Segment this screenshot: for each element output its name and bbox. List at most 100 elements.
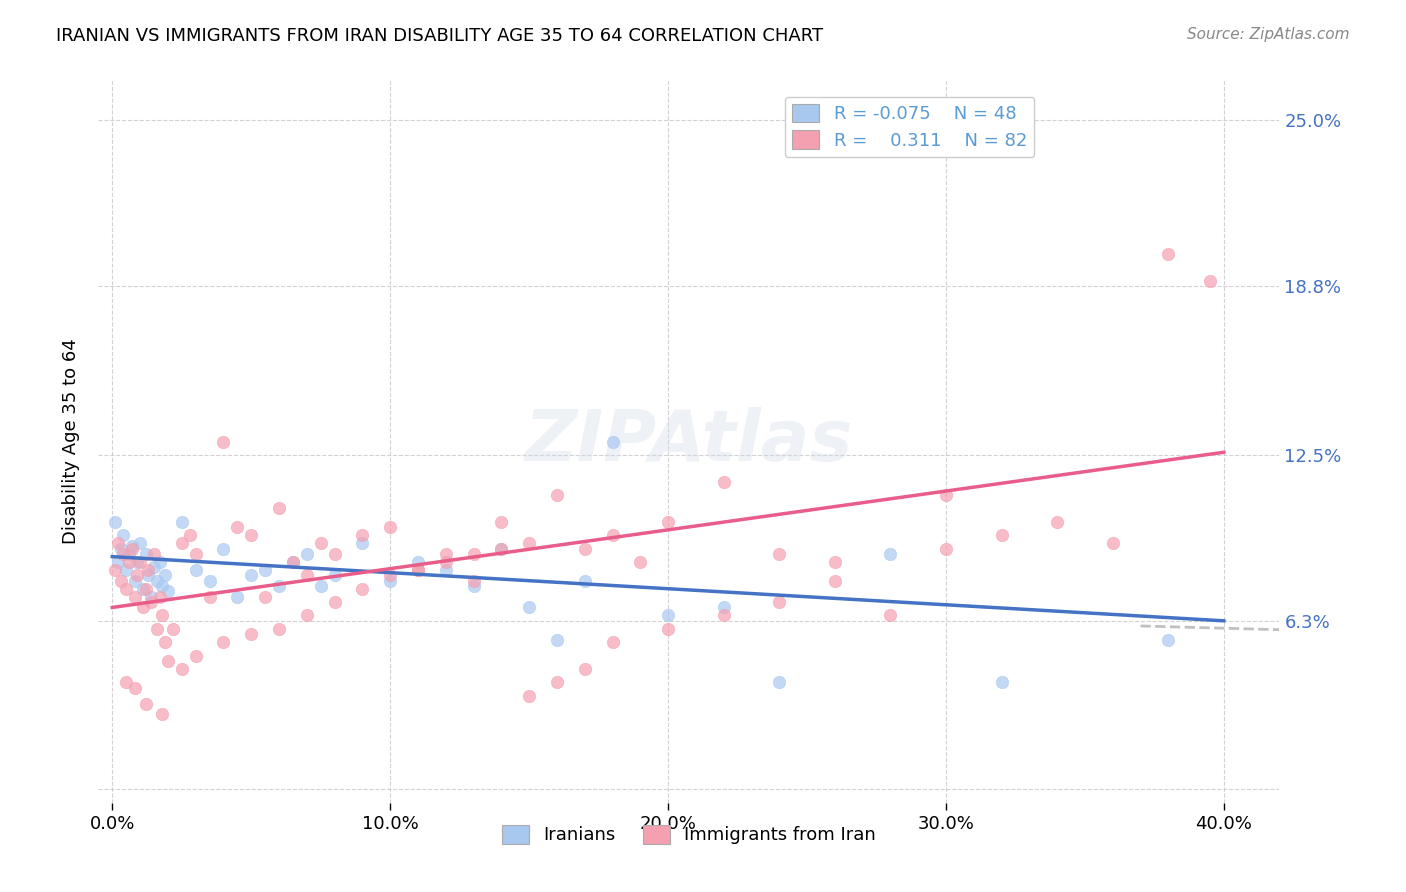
Point <box>138 563 160 577</box>
Point <box>184 648 207 663</box>
Point <box>1157 247 1180 261</box>
Point <box>129 536 152 550</box>
Point <box>240 568 263 582</box>
Point <box>135 582 157 596</box>
Point <box>491 541 513 556</box>
Point <box>824 555 846 569</box>
Point <box>150 579 173 593</box>
Point <box>935 488 957 502</box>
Point <box>517 689 540 703</box>
Point <box>546 488 568 502</box>
Point <box>657 608 679 623</box>
Point <box>104 563 127 577</box>
Point <box>143 547 166 561</box>
Point <box>267 622 290 636</box>
Point <box>463 574 485 588</box>
Point <box>602 635 624 649</box>
Point <box>115 675 138 690</box>
Point <box>112 528 135 542</box>
Point <box>352 536 374 550</box>
Point <box>323 547 346 561</box>
Text: Source: ZipAtlas.com: Source: ZipAtlas.com <box>1187 27 1350 42</box>
Point <box>212 434 235 449</box>
Point <box>184 563 207 577</box>
Point <box>156 654 179 668</box>
Point <box>143 560 166 574</box>
Point <box>138 568 160 582</box>
Point <box>309 579 332 593</box>
Point <box>226 590 249 604</box>
Point <box>879 608 901 623</box>
Point <box>434 547 457 561</box>
Point <box>323 595 346 609</box>
Point <box>141 595 163 609</box>
Point <box>267 501 290 516</box>
Point <box>127 568 149 582</box>
Point <box>184 547 207 561</box>
Point <box>574 541 596 556</box>
Point <box>463 579 485 593</box>
Point <box>1046 515 1069 529</box>
Point <box>380 574 402 588</box>
Point <box>162 622 184 636</box>
Point <box>115 563 138 577</box>
Point <box>121 541 143 556</box>
Point <box>295 568 318 582</box>
Point <box>150 608 173 623</box>
Point <box>132 600 155 615</box>
Point <box>112 547 135 561</box>
Point <box>352 528 374 542</box>
Point <box>406 563 429 577</box>
Point <box>768 675 790 690</box>
Point <box>352 582 374 596</box>
Point <box>107 555 129 569</box>
Point <box>380 520 402 534</box>
Point <box>406 563 429 577</box>
Point <box>713 475 735 489</box>
Point <box>135 697 157 711</box>
Point <box>380 568 402 582</box>
Point <box>309 536 332 550</box>
Point <box>240 627 263 641</box>
Point <box>226 520 249 534</box>
Point <box>491 541 513 556</box>
Point <box>124 681 146 695</box>
Point <box>517 536 540 550</box>
Point <box>127 555 149 569</box>
Point <box>110 541 132 556</box>
Point <box>107 536 129 550</box>
Point <box>1157 632 1180 647</box>
Point <box>115 582 138 596</box>
Point <box>491 515 513 529</box>
Point <box>574 662 596 676</box>
Point <box>212 541 235 556</box>
Point <box>254 590 277 604</box>
Point <box>153 635 176 649</box>
Point <box>150 707 173 722</box>
Point <box>546 675 568 690</box>
Point <box>1101 536 1123 550</box>
Point <box>124 590 146 604</box>
Y-axis label: Disability Age 35 to 64: Disability Age 35 to 64 <box>62 339 80 544</box>
Point <box>713 608 735 623</box>
Point <box>990 528 1012 542</box>
Point <box>574 574 596 588</box>
Point <box>110 574 132 588</box>
Point <box>148 590 170 604</box>
Point <box>124 574 146 588</box>
Point <box>657 622 679 636</box>
Point <box>602 434 624 449</box>
Point <box>179 528 201 542</box>
Legend: Iranians, Immigrants from Iran: Iranians, Immigrants from Iran <box>495 818 883 852</box>
Point <box>198 590 221 604</box>
Point <box>198 574 221 588</box>
Point <box>153 568 176 582</box>
Point <box>463 547 485 561</box>
Point <box>170 662 193 676</box>
Point <box>146 574 169 588</box>
Text: IRANIAN VS IMMIGRANTS FROM IRAN DISABILITY AGE 35 TO 64 CORRELATION CHART: IRANIAN VS IMMIGRANTS FROM IRAN DISABILI… <box>56 27 824 45</box>
Point <box>434 563 457 577</box>
Point <box>824 574 846 588</box>
Point <box>170 536 193 550</box>
Point <box>406 555 429 569</box>
